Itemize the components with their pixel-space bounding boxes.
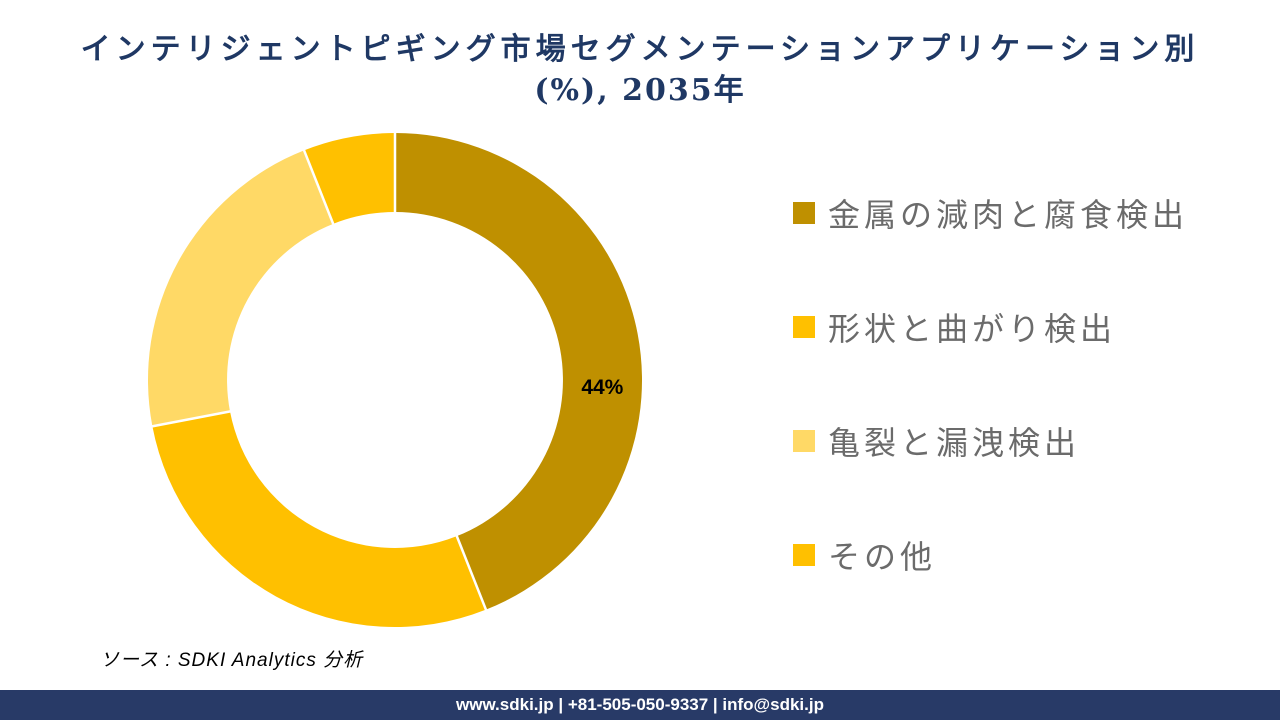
slice-separator bbox=[151, 409, 234, 428]
chart-title: インテリジェントピギング市場セグメンテーションアプリケーション別 (%), 20… bbox=[0, 30, 1280, 110]
chart-title-line2: (%), 2035年 bbox=[534, 72, 746, 108]
donut-slice-0 bbox=[395, 133, 642, 610]
legend-label: 金属の減肉と腐食検出 bbox=[828, 197, 1189, 233]
legend-swatch-icon bbox=[793, 544, 815, 566]
slice-separator bbox=[454, 532, 488, 612]
legend-label: 形状と曲がり検出 bbox=[828, 311, 1117, 347]
footer-contact-bar: www.sdki.jp | +81-505-050-9337 | info@sd… bbox=[0, 690, 1280, 720]
slice-separator bbox=[302, 148, 336, 228]
donut-chart-svg: 44% bbox=[148, 132, 642, 627]
legend-swatch-icon bbox=[793, 316, 815, 338]
source-note: ソース : SDKI Analytics 分析 bbox=[100, 650, 364, 671]
legend-item-shape-bend: 形状と曲がり検出 bbox=[793, 304, 1188, 350]
chart-legend: 金属の減肉と腐食検出 形状と曲がり検出 亀裂と漏洩検出 その他 bbox=[793, 190, 1188, 646]
chart-title-line1: インテリジェントピギング市場セグメンテーションアプリケーション別 bbox=[80, 32, 1200, 67]
donut-slice-3 bbox=[304, 133, 395, 224]
donut-chart: 44% bbox=[135, 120, 655, 640]
legend-swatch-icon bbox=[793, 202, 815, 224]
donut-slice-1 bbox=[152, 411, 486, 627]
data-label-0: 44% bbox=[581, 376, 623, 399]
donut-slice-2 bbox=[148, 150, 334, 427]
legend-label: その他 bbox=[828, 539, 937, 575]
legend-swatch-icon bbox=[793, 430, 815, 452]
legend-label: 亀裂と漏洩検出 bbox=[828, 425, 1081, 461]
legend-item-crack-leak: 亀裂と漏洩検出 bbox=[793, 418, 1188, 464]
legend-item-others: その他 bbox=[793, 532, 1188, 578]
legend-item-metal-loss-corrosion: 金属の減肉と腐食検出 bbox=[793, 190, 1188, 236]
